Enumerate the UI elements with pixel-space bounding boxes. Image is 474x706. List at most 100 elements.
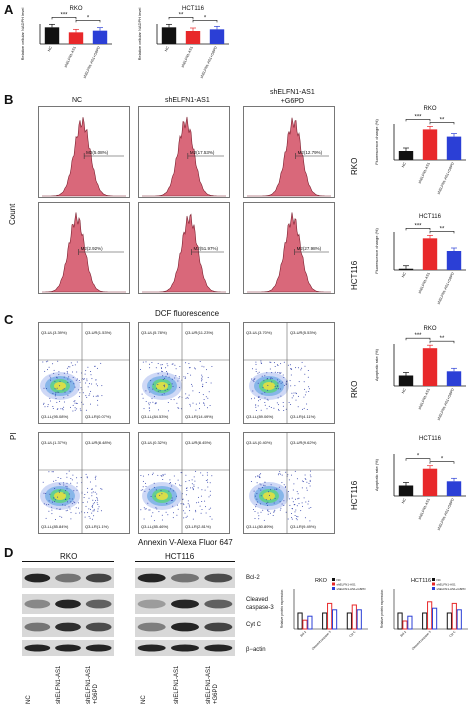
cell-dot — [295, 518, 297, 520]
cell-dot — [278, 372, 280, 374]
cell-dot — [65, 490, 67, 492]
cell-dot — [184, 378, 186, 379]
cell-dot — [198, 496, 199, 498]
cell-dot — [92, 499, 94, 501]
cell-dot — [161, 370, 162, 372]
cell-dot — [267, 389, 269, 391]
chart-title: RKO — [69, 6, 82, 12]
dot-plot-frame — [243, 432, 335, 534]
quadrant-ll-label: Q3-LL(89.06%) — [246, 414, 274, 419]
bar — [422, 612, 428, 630]
cell-dot — [268, 511, 270, 513]
cell-dot — [43, 492, 45, 494]
quadrant-ul-label: Q3-UL(0.40%) — [246, 440, 272, 445]
cell-dot — [150, 380, 152, 382]
cell-dot — [297, 498, 299, 500]
cell-dot — [304, 478, 306, 480]
cell-dot — [166, 372, 168, 374]
cell-dot — [165, 511, 167, 513]
cell-dot — [53, 372, 55, 374]
cell-dot — [76, 477, 78, 479]
cell-dot — [48, 510, 50, 512]
cell-dot — [254, 518, 256, 519]
cell-dot — [45, 361, 47, 363]
cell-dot — [169, 479, 171, 481]
cell-dot — [58, 391, 60, 393]
cell-dot — [84, 512, 86, 514]
cell-dot — [308, 391, 310, 392]
cell-dot — [261, 375, 263, 377]
cell-dot — [56, 391, 58, 393]
cell-dot — [153, 482, 155, 484]
flow-histogram: M2(5.08%) — [38, 106, 130, 198]
cell-dot — [152, 472, 154, 474]
cell-dot — [176, 402, 178, 404]
bar — [402, 620, 408, 630]
cell-dot — [185, 488, 187, 489]
bar — [427, 601, 433, 630]
cell-dot — [292, 501, 294, 503]
cell-dot — [170, 398, 172, 400]
blot-band — [204, 599, 233, 609]
cell-dot — [291, 518, 293, 520]
cell-dot — [307, 376, 309, 378]
cell-dot — [285, 511, 287, 513]
cell-dot — [282, 374, 284, 376]
cell-dot — [78, 389, 80, 391]
cell-dot — [67, 509, 69, 511]
cell-dot — [79, 408, 81, 410]
cell-dot — [270, 377, 272, 379]
cell-dot — [71, 498, 73, 500]
cell-dot — [92, 506, 94, 508]
cell-dot — [140, 509, 142, 511]
cell-dot — [73, 490, 75, 492]
cell-dot — [305, 478, 307, 480]
quadrant-ul-label: Q3-UL(3.70%) — [246, 330, 272, 335]
cell-dot — [58, 508, 60, 510]
cell-dot — [155, 489, 157, 491]
cell-dot — [166, 373, 168, 375]
cell-dot — [177, 508, 179, 510]
apoptosis-row-hct116: HCT116 — [350, 480, 359, 510]
cell-dot — [206, 472, 208, 474]
cell-dot — [277, 397, 279, 399]
cell-density — [156, 492, 168, 500]
cell-dot — [258, 371, 260, 373]
cell-dot — [194, 480, 196, 482]
cell-dot — [211, 366, 213, 367]
x-tick-label: shELFN1-AS1+G6PD — [200, 45, 219, 79]
cell-dot — [276, 364, 278, 366]
cell-dot — [258, 515, 260, 517]
quadrant-ur-label: Q3-UR(9.62%) — [290, 440, 317, 445]
cell-dot — [258, 400, 259, 402]
cell-density — [263, 492, 275, 500]
cell-dot — [270, 361, 272, 363]
flow-col-nc: NC — [72, 97, 83, 104]
cell-dot — [143, 507, 145, 509]
chart-title: HCT116 — [182, 6, 205, 12]
cell-dot — [304, 365, 306, 367]
cell-dot — [162, 375, 164, 377]
flow-col-g6pd: shELFN1-AS1 +G6PD — [270, 89, 315, 105]
cell-dot — [65, 510, 67, 512]
cell-dot — [93, 510, 95, 512]
bar — [407, 615, 413, 630]
cell-dot — [90, 403, 91, 405]
cell-dot — [258, 487, 260, 489]
cell-dot — [268, 405, 270, 407]
cell-dot — [69, 498, 71, 500]
cell-dot — [149, 410, 151, 412]
cell-dot — [208, 391, 210, 393]
x-tick-label: NC — [47, 45, 53, 52]
cell-dot — [294, 385, 296, 387]
cell-dot — [77, 502, 79, 504]
cell-dot — [258, 395, 260, 397]
cell-dot — [142, 480, 144, 482]
cell-dot — [290, 374, 292, 376]
cell-dot — [170, 500, 172, 501]
cell-dot — [260, 473, 262, 475]
cell-dot — [269, 494, 270, 496]
cell-dot — [310, 476, 312, 478]
cell-dot — [72, 371, 73, 373]
legend-swatch — [432, 587, 435, 590]
